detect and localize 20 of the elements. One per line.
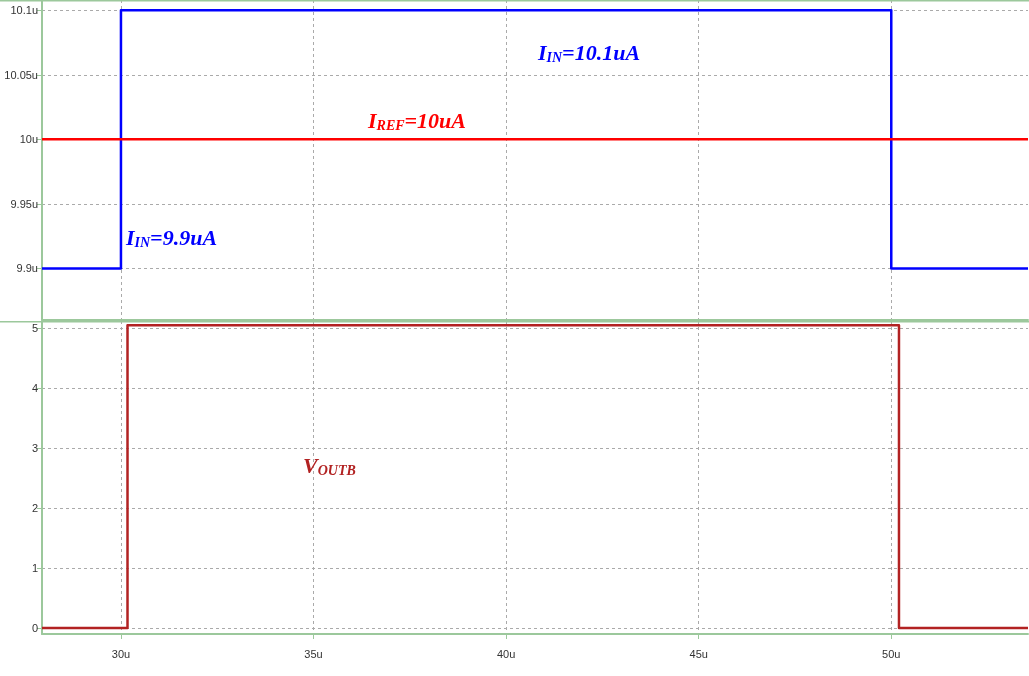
- y-tick-label: 10u: [19, 133, 38, 146]
- y-tick-label: 3: [31, 442, 38, 455]
- annotation: IIN=9.9uA: [125, 224, 218, 250]
- y-tick-label: 0: [31, 622, 38, 634]
- y-tick-label: 10.05u: [4, 68, 38, 81]
- x-tick-label: 50u: [882, 647, 901, 660]
- x-tick-label: 45u: [689, 647, 708, 660]
- y-tick-label: 2: [31, 502, 38, 515]
- y-tick-label: 5: [31, 322, 38, 335]
- y-tick-label: 9.9u: [16, 262, 38, 275]
- x-tick-label: 35u: [304, 647, 323, 660]
- y-tick-label: 9.95u: [10, 197, 38, 210]
- annotation: IREF=10uA: [367, 107, 467, 133]
- annotation: IIN=10.1uA: [537, 39, 641, 65]
- y-tick-label: 1: [31, 562, 38, 575]
- y-tick-label: 10.1u: [10, 4, 38, 17]
- y-tick-label: 4: [31, 382, 38, 395]
- x-tick-label: 40u: [496, 647, 516, 660]
- x-tick-label: 30u: [111, 647, 131, 660]
- annotation: VOUTB: [303, 452, 356, 478]
